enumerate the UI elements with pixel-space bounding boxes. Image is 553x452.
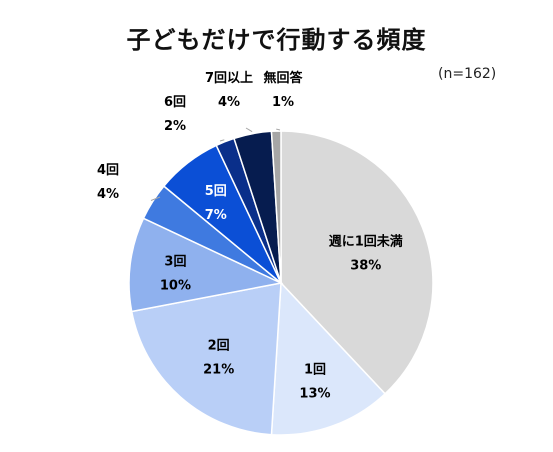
- chart-title: 子どもだけで行動する頻度: [126, 26, 427, 54]
- pie-labels: 週に1回未満 38% 1回 13% 2回 21% 3回 10% 4回 4% 5回 7% 6回 2% 7回以上…: [97, 70, 403, 401]
- leader-line: [276, 128, 281, 131]
- slice-value-label: 13%: [299, 386, 330, 401]
- pie-slice: [130, 282, 282, 436]
- slice-value-label: 38%: [350, 258, 381, 273]
- slice-label: 7回以上: [205, 71, 253, 86]
- pie-slice: [280, 130, 434, 395]
- slice-value-label: 21%: [203, 363, 234, 378]
- slice-label: 週に1回未満: [329, 233, 403, 249]
- leader-line: [245, 127, 253, 133]
- slice-label: 無回答: [263, 70, 303, 86]
- slice-label: 2回: [208, 339, 230, 354]
- slice-label: 1回: [304, 362, 326, 377]
- slice-value-label: 2%: [164, 119, 186, 134]
- pie-slice: [270, 130, 282, 284]
- pie-slice: [128, 217, 284, 313]
- slice-label: 3回: [164, 255, 186, 270]
- pie-slices: [128, 130, 434, 436]
- sample-size-note: (n=162): [438, 66, 497, 82]
- slice-value-label: 1%: [272, 95, 294, 110]
- leader-line: [219, 139, 225, 142]
- slice-value-label: 10%: [160, 279, 191, 294]
- slice-label: 4回: [97, 163, 119, 178]
- pie-slice: [270, 281, 387, 436]
- slice-label: 6回: [164, 95, 186, 110]
- slice-label: 5回: [205, 184, 227, 199]
- slice-value-label: 4%: [97, 187, 119, 202]
- leader-line: [150, 196, 161, 201]
- slice-value-label: 4%: [218, 95, 240, 110]
- slice-value-label: 7%: [205, 208, 227, 223]
